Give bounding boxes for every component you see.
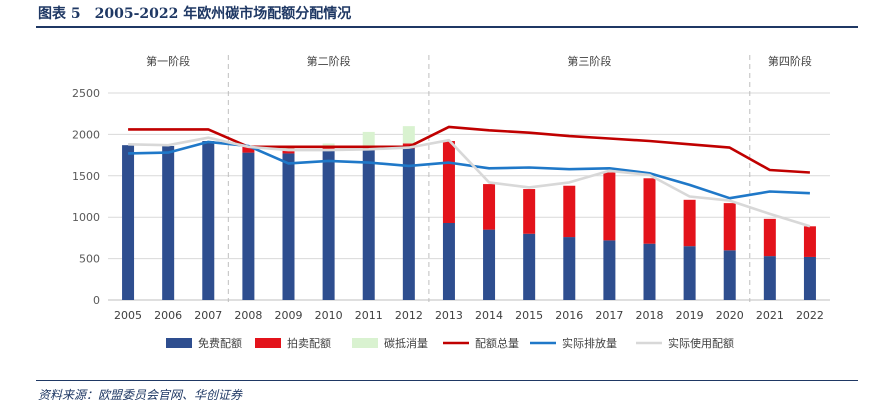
- legend-swatch: [352, 338, 378, 348]
- bar-0-2013: [442, 222, 455, 300]
- legend-label: 配额总量: [475, 336, 519, 350]
- x-tick-label: 2007: [194, 309, 222, 322]
- bar-1-2014: [483, 184, 496, 230]
- bar-1-2008: [242, 146, 255, 153]
- phase-label: 第四阶段: [768, 54, 812, 68]
- x-tick-label: 2011: [355, 309, 383, 322]
- bar-1-2013: [442, 141, 455, 223]
- legend-label: 碳抵消量: [384, 336, 428, 350]
- series-line-4: [128, 140, 810, 200]
- x-tick-label: 2013: [435, 309, 463, 322]
- x-tick-label: 2012: [395, 309, 423, 322]
- x-tick-label: 2009: [275, 309, 303, 322]
- x-tick-label: 2008: [234, 309, 262, 322]
- bar-0-2010: [322, 150, 335, 300]
- y-tick-label: 1000: [72, 211, 100, 224]
- bar-0-2015: [523, 233, 536, 300]
- y-tick-label: 500: [79, 253, 100, 266]
- bar-0-2017: [603, 240, 616, 300]
- phase-label: 第二阶段: [307, 54, 351, 68]
- x-tick-label: 2016: [555, 309, 583, 322]
- bar-2-2011: [362, 131, 375, 146]
- bar-0-2007: [202, 141, 215, 300]
- bar-0-2006: [162, 145, 175, 300]
- bar-0-2022: [803, 256, 816, 300]
- legend-label: 免费配额: [198, 336, 242, 350]
- figure-title: 图表 5 2005-2022 年欧州碳市场配额分配情况: [38, 6, 352, 22]
- x-tick-label: 2014: [475, 309, 503, 322]
- x-tick-label: 2018: [636, 309, 664, 322]
- x-tick-label: 2019: [676, 309, 704, 322]
- bar-0-2014: [483, 229, 496, 300]
- bar-1-2016: [563, 185, 576, 238]
- x-tick-label: 2020: [716, 309, 744, 322]
- legend-label: 拍卖配额: [287, 336, 331, 350]
- x-tick-label: 2010: [315, 309, 343, 322]
- bar-0-2009: [282, 153, 295, 300]
- x-tick-label: 2006: [154, 309, 182, 322]
- bar-0-2012: [402, 148, 415, 300]
- x-tick-label: 2015: [515, 309, 543, 322]
- series-line-5: [128, 136, 811, 228]
- series-line-3: [128, 125, 810, 174]
- legend-label: 实际排放量: [562, 336, 617, 350]
- bar-1-2018: [643, 178, 656, 244]
- bar-0-2018: [643, 243, 656, 300]
- phase-label: 第一阶段: [146, 54, 190, 68]
- bar-0-2008: [242, 152, 255, 300]
- bar-0-2016: [563, 237, 576, 300]
- x-tick-label: 2021: [756, 309, 784, 322]
- bar-1-2020: [723, 203, 736, 251]
- source-divider: [36, 380, 858, 381]
- phase-label: 第三阶段: [567, 54, 611, 68]
- x-tick-label: 2022: [796, 309, 824, 322]
- bar-1-2017: [603, 172, 616, 241]
- y-tick-label: 2000: [72, 128, 100, 141]
- x-tick-label: 2017: [595, 309, 623, 322]
- bar-0-2020: [723, 250, 736, 300]
- bar-1-2015: [523, 189, 536, 234]
- legend-swatch: [166, 338, 192, 348]
- bar-0-2021: [763, 256, 776, 300]
- title-divider: [36, 26, 858, 28]
- bar-0-2011: [362, 150, 375, 300]
- bar-2-2012: [402, 126, 415, 144]
- bar-0-2019: [683, 246, 696, 300]
- legend-swatch: [255, 338, 281, 348]
- bar-1-2022: [803, 226, 816, 257]
- bar-1-2021: [763, 218, 776, 257]
- bar-1-2019: [683, 199, 696, 247]
- y-tick-label: 2500: [72, 87, 100, 100]
- source-note: 资料来源：欧盟委员会官网、华创证券: [38, 388, 243, 402]
- y-tick-label: 0: [93, 294, 100, 307]
- bar-0-2005: [122, 145, 135, 300]
- y-tick-label: 1500: [72, 170, 100, 183]
- x-tick-label: 2005: [114, 309, 142, 322]
- legend-label: 实际使用配额: [668, 336, 734, 350]
